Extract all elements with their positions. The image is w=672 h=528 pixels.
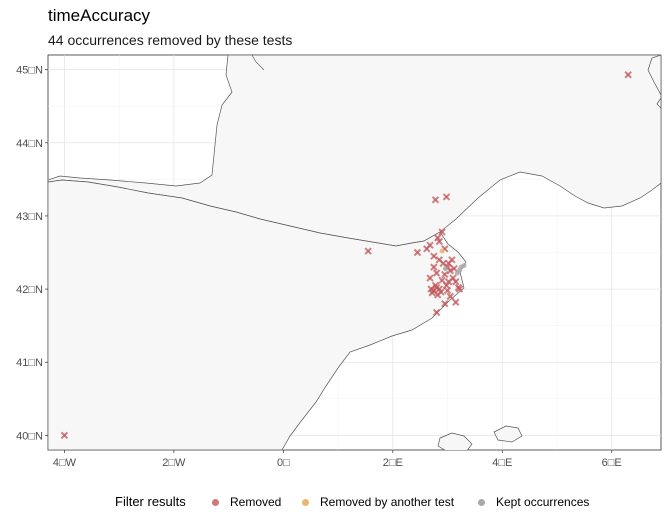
- legend-title: Filter results: [115, 494, 186, 509]
- legend-dot-removed: [212, 498, 219, 506]
- occurrence-point-removed: [438, 228, 446, 236]
- x-tick-label: 2□W: [162, 457, 186, 469]
- occurrence-point-removed: [426, 241, 434, 249]
- y-tick-label: 40□N: [16, 430, 43, 442]
- occurrence-point-removed: [624, 71, 632, 79]
- occurrence-point-removed: [441, 270, 449, 279]
- occurrence-point-removed: [438, 276, 446, 285]
- occurrence-point-removed: [431, 196, 440, 204]
- y-tick-label: 41□N: [16, 357, 43, 369]
- x-tick-label: 2□E: [383, 457, 403, 469]
- occurrence-point-removed: [452, 278, 460, 286]
- occurrence-point-removed: [435, 256, 444, 264]
- occurrence-point-removed: [60, 431, 69, 440]
- occurrence-point-kept: [454, 270, 460, 276]
- occurrence-point-removed: [455, 285, 464, 293]
- land-spain: [48, 179, 467, 450]
- legend-item-kept: Kept occurrences: [478, 495, 589, 509]
- land-menorca: [493, 425, 523, 443]
- occurrence-point-removed: [432, 269, 441, 277]
- occurrence-points: [60, 71, 632, 440]
- occurrence-point-removed: [444, 278, 453, 286]
- occurrence-point-removed: [442, 193, 451, 201]
- region-border: [251, 55, 265, 71]
- chart-subtitle: 44 occurrences removed by these tests: [48, 32, 293, 48]
- occurrence-point-removed: [430, 252, 438, 260]
- occurrence-point-removed: [435, 237, 444, 246]
- occurrence-point-removed: [437, 288, 445, 296]
- y-tick-label: 43□N: [16, 211, 43, 223]
- legend-label-kept: Kept occurrences: [496, 495, 590, 509]
- legend-label-removed-other: Removed by another test: [320, 495, 455, 509]
- land-italy: [647, 55, 661, 96]
- basemap: [48, 55, 661, 450]
- occurrence-point-removed: [432, 308, 441, 317]
- x-tick-label: 4□E: [492, 457, 512, 469]
- chart-title: timeAccuracy: [48, 6, 151, 25]
- occurrence-point-removed: [450, 264, 458, 273]
- y-tick-label: 45□N: [16, 65, 43, 77]
- legend-item-removed: Removed: [212, 495, 281, 509]
- occurrence-point-removed: [446, 292, 454, 301]
- x-tick-label: 4□W: [53, 457, 77, 469]
- legend-label-removed: Removed: [230, 495, 282, 509]
- legend-dot-removed-other: [302, 498, 309, 506]
- occurrence-point-removed: [452, 298, 460, 306]
- legend-item-removed-other: Removed by another test: [302, 495, 454, 509]
- y-tick-label: 42□N: [16, 284, 43, 296]
- occurrence-point-removed: [426, 274, 434, 282]
- occurrence-point-removed: [443, 286, 452, 295]
- occurrence-point-removed-other: [439, 248, 445, 254]
- axis-labels: 40□N 41□N 42□N 43□N 44□N 45□N 4□W 2□W 0□ 2□E 4□E 6□…: [16, 65, 622, 469]
- legend: Filter results Removed Removed by anothe…: [0, 494, 672, 514]
- x-tick-label: 6□E: [602, 457, 622, 469]
- occurrence-point-removed: [364, 247, 372, 255]
- occurrence-point-kept: [442, 266, 448, 272]
- x-tick-label: 0□: [277, 457, 290, 469]
- occurrence-point-removed: [441, 299, 449, 308]
- occurrence-point-removed: [430, 263, 438, 271]
- y-tick-label: 44□N: [16, 138, 43, 150]
- land-mallorca: [437, 432, 473, 450]
- land-corsica-edge: [656, 97, 661, 109]
- occurrence-point-removed: [431, 281, 440, 290]
- occurrence-point-kept: [461, 263, 467, 269]
- occurrence-point-removed: [446, 267, 454, 275]
- legend-dot-kept: [478, 498, 485, 506]
- occurrence-point-removed: [448, 256, 456, 264]
- occurrence-point-removed: [413, 248, 422, 257]
